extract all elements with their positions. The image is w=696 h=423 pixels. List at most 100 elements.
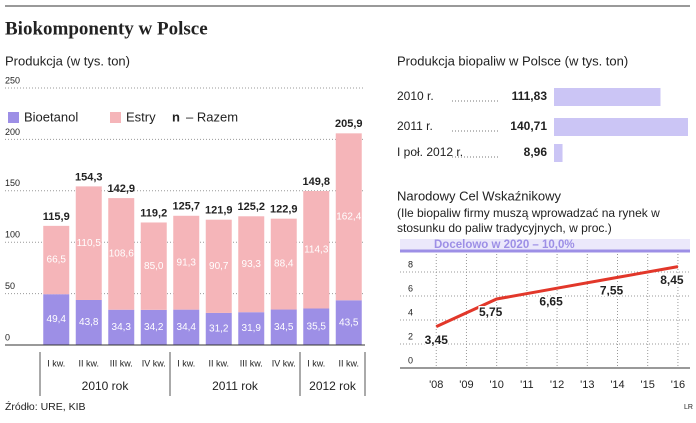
value-label: 6,65	[539, 294, 563, 308]
y-tick-label: 2	[408, 331, 413, 341]
x-tick-label: I kw.	[177, 358, 195, 368]
value-label: 43,8	[79, 317, 99, 328]
value-label: 34,2	[144, 322, 164, 333]
legend-label: – Razem	[186, 109, 238, 124]
bar-segment	[303, 191, 330, 309]
x-tick-label: II kw.	[78, 358, 99, 368]
x-tick-label: '14	[610, 379, 624, 391]
legend-swatch	[110, 112, 121, 123]
value-label: 162,4	[336, 211, 361, 222]
line	[435, 265, 679, 328]
value-label: 140,71	[510, 119, 547, 133]
value-label: 110,5	[77, 238, 102, 249]
bar-segment	[108, 198, 135, 310]
y-tick-label: 8	[408, 259, 413, 269]
y-tick-label: 0	[5, 332, 10, 342]
x-tick-label: IV kw.	[142, 358, 166, 368]
x-tick-label: II kw.	[338, 358, 359, 368]
value-label: 93,3	[242, 259, 262, 270]
total-label: 205,9	[335, 118, 363, 130]
x-tick-label: I kw.	[307, 358, 325, 368]
title: Biokomponenty w Polsce	[5, 18, 208, 39]
bar-segment	[335, 133, 362, 301]
value-label: 85,0	[144, 261, 164, 272]
x-tick-label: II kw.	[208, 358, 229, 368]
bar-segment	[205, 312, 232, 345]
bar-segment	[75, 299, 102, 345]
value-label: 43,5	[339, 317, 359, 328]
x-tick-label: '10	[489, 379, 503, 391]
value-label: 114,3	[304, 244, 329, 255]
source: Źródło: URE, KIB	[5, 400, 86, 413]
hbar-title: Produkcja biopaliw w Polsce (w tys. ton)	[397, 53, 628, 68]
value-label: 5,75	[479, 305, 503, 319]
group-label: 2010 rok	[82, 379, 130, 393]
bar-segment	[270, 309, 297, 345]
bar-segment	[140, 222, 167, 310]
bar-segment	[75, 186, 102, 300]
value-label: 34,4	[177, 322, 197, 333]
x-tick-label: '15	[641, 379, 655, 391]
x-tick-label: '12	[550, 379, 564, 391]
bar-segment	[108, 309, 135, 345]
bar-segment	[205, 219, 232, 313]
target-band	[400, 239, 690, 251]
legend-label: Estry	[126, 109, 156, 124]
bar-segment	[238, 312, 265, 345]
x-tick-label: I kw.	[47, 358, 65, 368]
y-tick-label: 100	[5, 230, 20, 240]
y-tick-label: 4	[408, 307, 413, 317]
bar-segment	[238, 216, 265, 313]
y-tick-label: 200	[5, 127, 20, 137]
bar	[554, 118, 688, 136]
value-label: 35,5	[307, 321, 327, 332]
total-label: 125,7	[172, 201, 200, 213]
y-tick-label: 250	[5, 75, 20, 85]
value-label: 3,45	[425, 333, 449, 347]
x-tick-label: III kw.	[110, 358, 133, 368]
total-label: 154,3	[75, 171, 103, 183]
x-tick-label: '11	[520, 379, 534, 391]
bar-segment	[43, 294, 70, 345]
total-label: 121,9	[205, 205, 233, 217]
credit: LR	[684, 404, 693, 411]
category-label: 2010 r.	[397, 89, 434, 103]
value-label: 31,9	[242, 323, 262, 334]
value-label: 34,5	[274, 322, 294, 333]
bar-segment	[173, 215, 200, 310]
value-label: 108,6	[109, 249, 134, 260]
value-label: 49,4	[47, 314, 67, 325]
x-tick-label: '09	[459, 379, 473, 391]
category-label: I poł. 2012 r.	[397, 145, 463, 159]
legend-marker: n	[172, 109, 180, 124]
category-label: 2011 r.	[397, 119, 433, 133]
y-tick-label: 150	[5, 178, 20, 188]
bar	[554, 88, 661, 106]
bar-segment	[43, 225, 70, 295]
bar-segment	[173, 309, 200, 345]
total-label: 122,9	[270, 204, 298, 216]
line-title: Narodowy Cel Wskaźnikowy	[397, 188, 561, 203]
total-label: 115,9	[43, 211, 70, 223]
line-subtitle: (Ile biopaliw firmy muszą wprowadzać na …	[397, 206, 660, 235]
total-label: 149,8	[302, 176, 330, 188]
x-tick-label: '13	[580, 379, 594, 391]
value-label: 8,96	[524, 145, 548, 159]
x-tick-label: '08	[429, 379, 443, 391]
total-label: 119,2	[140, 207, 167, 219]
legend-swatch	[8, 112, 19, 123]
value-label: 111,83	[512, 89, 548, 103]
total-label: 142,9	[107, 183, 135, 195]
value-label: 66,5	[47, 255, 67, 266]
bar-segment	[140, 309, 167, 345]
y-tick-label: 0	[408, 355, 413, 365]
value-label: 31,2	[209, 324, 229, 335]
group-label: 2011 rok	[212, 379, 259, 393]
group-label: 2012 rok	[309, 379, 357, 393]
value-label: 90,7	[209, 261, 229, 272]
bar-segment	[335, 300, 362, 345]
y-tick-label: 50	[5, 281, 15, 291]
x-tick-label: IV kw.	[272, 358, 296, 368]
